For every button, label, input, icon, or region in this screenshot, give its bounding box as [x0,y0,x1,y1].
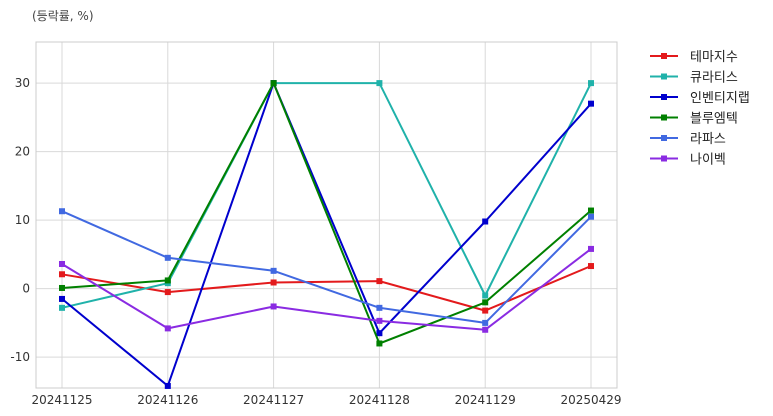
y-tick-label: 10 [15,213,30,227]
data-point [482,319,489,326]
legend-item: 큐라티스 [650,71,738,86]
x-tick-label: 20241129 [455,393,516,407]
legend-item: 블루엠텍 [650,112,738,127]
legend-swatch-marker [661,53,667,59]
data-point [588,100,594,107]
data-point [59,284,65,291]
series-line [61,210,592,324]
legend-swatch-marker [661,135,667,141]
data-point [59,295,65,302]
x-tick-label: 20250429 [560,393,621,407]
legend-swatch-marker [661,114,667,121]
plot-frame [35,41,618,389]
x-tick-label: 20241126 [137,393,198,407]
legend-label: 나이벡 [690,153,726,168]
legend-swatch-marker [661,73,667,80]
data-point [376,340,383,347]
legend-label: 테마지수 [690,50,738,65]
data-point [482,326,489,333]
data-point [376,278,383,285]
series-group [59,80,594,389]
series-line [61,82,592,345]
data-point [482,307,489,314]
data-point [376,304,383,311]
data-point [59,208,65,215]
legend-item: 나이벡 [650,153,726,168]
legend-item: 테마지수 [650,50,738,65]
data-point [59,304,65,311]
data-point [164,325,171,332]
x-tick-label: 20241127 [243,393,304,407]
data-point [588,245,594,252]
y-tick-label: 0 [22,282,30,296]
data-point [482,299,489,306]
series-line [61,265,592,312]
data-point [588,80,594,87]
data-point [376,80,383,87]
y-tick-label: -10 [10,350,30,364]
legend-swatch-marker [661,155,667,162]
x-axis: 20241125 20241126 20241127 20241128 20241129… [31,393,621,407]
series-line [61,82,592,387]
data-point [164,277,171,284]
data-point [270,267,277,274]
y-tick-label: 30 [15,76,30,90]
series [59,80,594,311]
data-point [164,289,171,296]
data-point [59,260,65,267]
x-tick-label: 20241125 [31,393,92,407]
y-tick-label: 20 [15,145,30,159]
data-point [588,213,594,220]
data-point [164,254,171,261]
series-line [61,82,592,309]
series [59,263,594,314]
legend-item: 라파스 [650,132,726,147]
unit-label: (등락률, %) [32,9,94,23]
data-point [164,382,171,389]
data-point [376,330,383,337]
series [59,245,594,333]
series [59,80,594,389]
data-point [376,317,383,324]
data-point [270,279,277,286]
series [59,208,594,326]
data-point [270,80,277,87]
legend-item: 인벤티지랩 [650,91,750,106]
data-point [482,292,489,299]
data-point [270,303,277,310]
data-point [588,263,594,270]
legend-label: 인벤티지랩 [690,91,750,106]
data-point [482,218,489,225]
legend-label: 큐라티스 [690,71,738,86]
series-line [61,248,592,331]
y-axis: -10 0 10 20 30 [10,76,30,364]
data-point [59,271,65,278]
x-tick-label: 20241128 [349,393,410,407]
data-point [588,207,594,214]
series [59,80,594,347]
legend-label: 블루엠텍 [690,112,738,127]
legend-label: 라파스 [690,132,726,147]
legend-swatch-marker [661,94,667,100]
